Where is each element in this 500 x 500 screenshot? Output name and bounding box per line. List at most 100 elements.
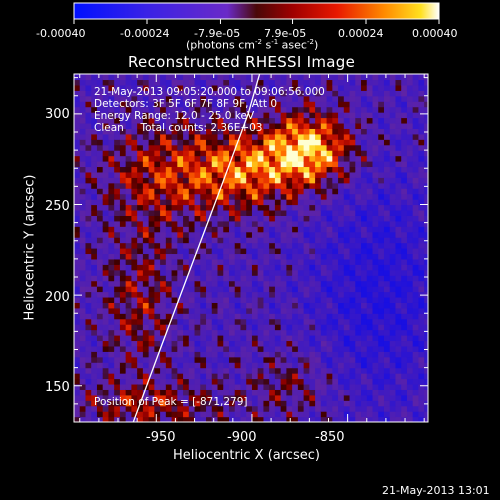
heatmap-cell [251, 112, 259, 119]
heatmap-cell [343, 95, 351, 102]
heatmap-cell [320, 258, 328, 265]
heatmap-cell [315, 324, 322, 331]
heatmap-cell [263, 367, 270, 374]
heatmap-cell [280, 90, 287, 97]
heatmap-cell [418, 269, 425, 276]
heatmap-cell [366, 416, 374, 422]
heatmap-cell [366, 106, 374, 113]
heatmap-cell [412, 307, 420, 314]
heatmap-cell [74, 400, 81, 407]
heatmap-cell [102, 112, 110, 119]
heatmap-cell [383, 280, 391, 287]
heatmap-cell [338, 269, 345, 276]
heatmap-cell [188, 177, 196, 184]
heatmap-cell [211, 296, 219, 303]
heatmap-cell [412, 389, 420, 396]
heatmap-cell [338, 405, 345, 412]
heatmap-cell [79, 313, 87, 320]
heatmap-cell [257, 335, 265, 342]
heatmap-cell [280, 258, 287, 265]
heatmap-cell [171, 345, 178, 352]
heatmap-cell [177, 324, 184, 331]
heatmap-cell [194, 378, 201, 385]
heatmap-cell [355, 383, 362, 390]
heatmap-cell [74, 411, 81, 418]
heatmap-cell [200, 400, 207, 407]
heatmap-cell [326, 329, 333, 336]
heatmap-cell [366, 117, 374, 124]
heatmap-cell [119, 215, 127, 222]
heatmap-cell [183, 378, 190, 385]
heatmap-cell [383, 90, 391, 97]
heatmap-cell [246, 204, 253, 211]
heatmap-cell [349, 286, 356, 293]
heatmap-cell [309, 307, 316, 314]
heatmap-cell [280, 204, 287, 211]
heatmap-cell [246, 296, 253, 303]
heatmap-cell [378, 329, 385, 336]
heatmap-cell [412, 122, 420, 129]
heatmap-cell [119, 209, 127, 216]
heatmap-cell [383, 318, 391, 325]
heatmap-cell [320, 313, 328, 320]
heatmap-cell [372, 237, 379, 244]
heatmap-cell [240, 128, 247, 135]
heatmap-cell [183, 394, 190, 401]
heatmap-cell [401, 373, 408, 380]
heatmap-cell [372, 161, 379, 168]
heatmap-cell [91, 182, 98, 189]
heatmap-cell [280, 275, 287, 282]
heatmap-cell [200, 248, 207, 255]
heatmap-cell [389, 362, 397, 369]
heatmap-cells [74, 74, 428, 422]
heatmap-cell [338, 362, 345, 369]
heatmap-cell [366, 74, 374, 81]
heatmap-cell [160, 106, 167, 113]
heatmap-cell [74, 345, 81, 352]
heatmap-cell [326, 101, 333, 108]
heatmap-cell [228, 275, 236, 282]
heatmap-cell [85, 133, 92, 140]
heatmap-cell [372, 74, 379, 81]
heatmap-cell [372, 367, 379, 374]
heatmap-cell [378, 139, 385, 146]
heatmap-cell [200, 307, 207, 314]
heatmap-cell [274, 182, 282, 189]
heatmap-cell [343, 204, 351, 211]
heatmap-cell [292, 405, 299, 412]
heatmap-cell [412, 340, 420, 347]
heatmap-cell [125, 106, 132, 113]
heatmap-cell [424, 90, 428, 97]
heatmap-cell [349, 253, 356, 260]
heatmap-cell [251, 291, 259, 298]
heatmap-cell [137, 351, 144, 358]
heatmap-cell [263, 340, 270, 347]
heatmap-cell [85, 313, 92, 320]
heatmap-cell [246, 329, 253, 336]
heatmap-cell [223, 101, 230, 108]
heatmap-cell [206, 248, 213, 255]
heatmap-cell [303, 367, 310, 374]
heatmap-cell [211, 313, 219, 320]
heatmap-cell [85, 231, 92, 238]
heatmap-cell [206, 378, 213, 385]
heatmap-cell [206, 226, 213, 233]
heatmap-cell [401, 204, 408, 211]
heatmap-cell [286, 79, 293, 86]
heatmap-cell [269, 248, 276, 255]
heatmap-cell [406, 296, 414, 303]
heatmap-cell [320, 340, 328, 347]
heatmap-cell [401, 144, 408, 151]
heatmap-cell [309, 150, 316, 157]
heatmap-cell [349, 378, 356, 385]
heatmap-cell [177, 378, 184, 385]
heatmap-cell [338, 79, 345, 86]
heatmap-cell [251, 296, 259, 303]
heatmap-cell [79, 291, 87, 298]
heatmap-cell [280, 112, 287, 119]
heatmap-cell [108, 204, 115, 211]
heatmap-cell [85, 188, 92, 195]
heatmap-cell [395, 313, 402, 320]
heatmap-cell [297, 90, 305, 97]
heatmap-cell [177, 90, 184, 97]
